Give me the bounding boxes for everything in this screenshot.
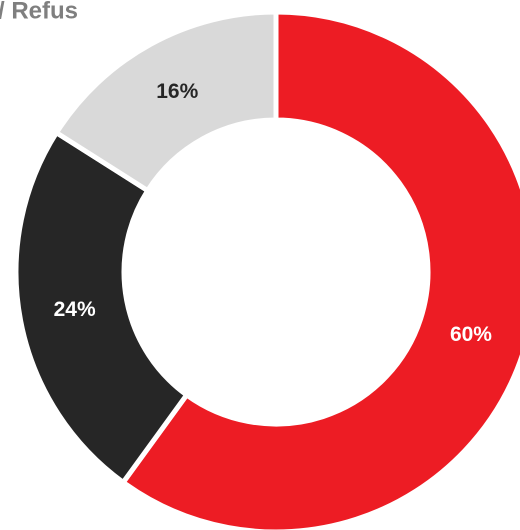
data-label: 16% xyxy=(156,80,198,103)
chart-title: / Refus xyxy=(0,0,78,24)
donut-slice xyxy=(13,129,191,486)
donut-slice xyxy=(53,9,279,195)
data-label: 60% xyxy=(450,323,492,346)
donut-slice xyxy=(119,9,520,530)
data-label: 24% xyxy=(54,298,96,321)
